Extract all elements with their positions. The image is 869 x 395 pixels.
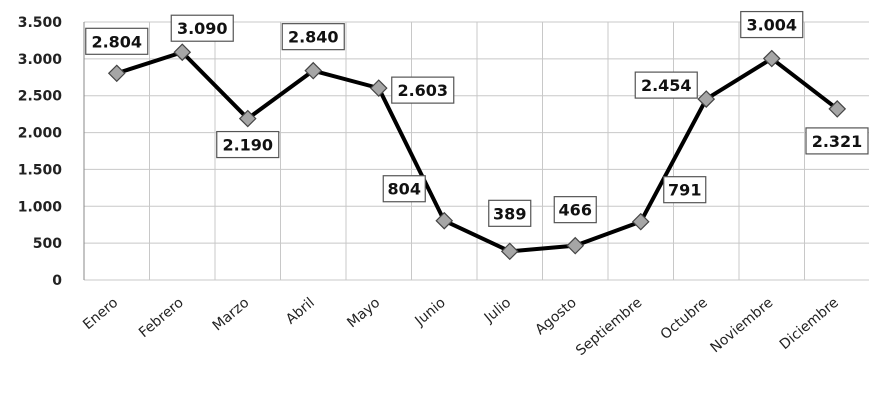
x-tick-label: Junio [411, 295, 448, 330]
data-label: 791 [663, 176, 707, 204]
data-label: 466 [553, 196, 597, 224]
data-point-marker [173, 43, 192, 62]
data-point-marker [631, 212, 650, 231]
data-point-marker [828, 100, 847, 118]
series-line-group [116, 50, 839, 254]
data-point-marker [697, 90, 716, 108]
x-tick-label: Agosto [532, 295, 579, 338]
x-tick-label: Octubre [658, 295, 711, 343]
grid [83, 21, 869, 281]
y-tick-label: 1.500 [18, 162, 63, 178]
data-point-marker [238, 109, 257, 128]
data-point-marker [369, 79, 388, 97]
data-label-text: 2.603 [397, 81, 448, 100]
data-label-text: 3.004 [746, 16, 797, 35]
data-label-text: 3.090 [177, 19, 228, 38]
data-label-box [170, 14, 234, 42]
y-tick-label: 3.500 [18, 15, 63, 31]
data-label: 2.603 [391, 76, 455, 104]
data-label-box [553, 196, 597, 224]
data-label-text: 2.804 [91, 32, 142, 51]
data-label-text: 466 [559, 201, 592, 220]
y-axis-ticks: 0 500 1.000 1.500 2.000 2.500 3.000 3.500 [18, 15, 63, 289]
x-tick-label: Marzo [210, 295, 253, 334]
x-axis-ticks: Enero Febrero Marzo Abril Mayo Junio Julio Agos… [80, 295, 842, 359]
data-point-marker [762, 49, 781, 68]
data-label-box [281, 23, 345, 51]
data-label: 2.190 [216, 130, 280, 159]
data-label-text: 2.454 [641, 76, 692, 95]
data-label-box [216, 130, 280, 159]
data-point-marker [566, 236, 585, 255]
data-point-marker [500, 242, 519, 261]
y-tick-label: 2.500 [18, 89, 63, 105]
data-label-text: 2.190 [222, 136, 273, 155]
x-tick-label: Abril [283, 295, 318, 328]
y-tick-label: 3.000 [18, 52, 63, 68]
data-label: 389 [488, 199, 532, 227]
y-tick-label: 1.000 [18, 199, 63, 215]
data-label-box [85, 27, 149, 55]
y-tick-label: 0 [52, 273, 62, 289]
x-tick-label: Mayo [344, 295, 383, 331]
data-label-text: 2.321 [812, 132, 863, 151]
data-label-text: 389 [493, 204, 526, 223]
data-label-text: 2.840 [288, 28, 339, 47]
data-label-box [488, 199, 532, 227]
data-label-box [805, 127, 869, 155]
y-tick-label: 2.000 [18, 126, 63, 142]
x-tick-label: Febrero [136, 295, 187, 341]
data-labels: 2.804 3.090 2.190 2.840 2.603 804 389 466 791 2.4… [85, 10, 869, 227]
markers [107, 43, 847, 261]
data-label-text: 791 [668, 181, 701, 200]
series-line [116, 50, 839, 254]
x-tick-label: Enero [80, 295, 121, 333]
x-tick-label: Diciembre [777, 295, 842, 353]
data-label: 2.804 [85, 27, 149, 55]
data-label-box [634, 71, 698, 99]
data-label: 2.454 [634, 71, 698, 99]
data-label-box [663, 176, 707, 204]
data-label-box [391, 76, 455, 104]
data-label: 2.321 [805, 127, 869, 155]
data-label: 3.004 [740, 10, 804, 39]
x-tick-label: Julio [481, 295, 515, 327]
data-label: 2.840 [281, 23, 345, 51]
data-label: 3.090 [170, 14, 234, 42]
data-label-box [382, 175, 426, 203]
data-label-box [740, 10, 804, 39]
data-point-marker [304, 61, 323, 80]
x-tick-label: Septiembre [573, 295, 645, 359]
data-point-marker [435, 211, 454, 230]
x-tick-label: Noviembre [707, 295, 776, 356]
data-label-text: 804 [388, 180, 421, 199]
data-label: 804 [382, 175, 426, 203]
y-tick-label: 500 [33, 236, 62, 252]
data-point-marker [107, 64, 126, 83]
